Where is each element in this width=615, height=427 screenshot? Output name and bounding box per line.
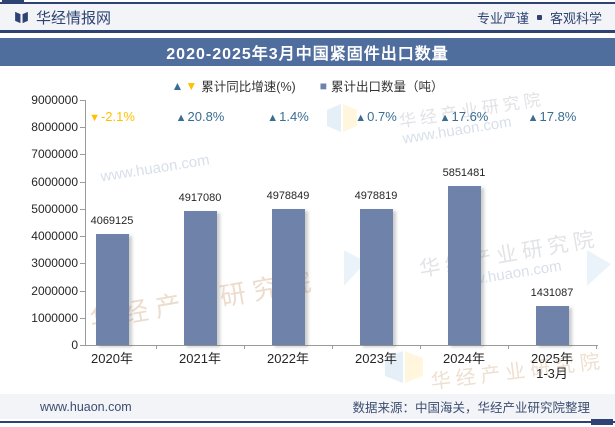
footer: www.huaon.com 数据来源：中国海关，华经产业研究院整理	[0, 394, 615, 419]
y-axis-tick	[80, 236, 85, 238]
x-axis-label: 2023年	[355, 351, 397, 366]
header-divider	[0, 30, 615, 33]
y-axis-label: 8000000	[31, 120, 78, 135]
growth-value: 1.4%	[279, 109, 309, 124]
y-axis-tick	[80, 290, 85, 292]
bottom-border-line	[0, 421, 615, 423]
y-axis-label: 7000000	[31, 147, 78, 162]
slogan-dot-icon	[536, 14, 542, 20]
top-border-line	[0, 2, 615, 4]
down-triangle-icon: ▼	[89, 112, 100, 124]
x-axis-tick	[508, 345, 509, 349]
brand: 华经情报网	[13, 7, 111, 28]
y-axis-tick	[80, 154, 85, 156]
y-axis-tick	[80, 345, 85, 346]
brand-name: 华经情报网	[36, 9, 112, 27]
x-axis-label: 2021年	[179, 351, 221, 366]
header-slogan: 专业严谨 客观科学	[477, 8, 602, 27]
slogan-left: 专业严谨	[476, 10, 529, 26]
bar-value-label: 4069125	[90, 215, 134, 228]
legend-item-growth: ▲ ▼ 累计同比增速(%)	[172, 76, 296, 95]
x-axis-label: 2024年	[443, 351, 485, 366]
bar-value-label: 5851481	[442, 166, 486, 179]
y-axis-tick	[80, 100, 85, 101]
x-axis-tick	[420, 345, 421, 349]
growth-value: -2.1%	[100, 109, 135, 124]
y-axis-label: 6000000	[31, 174, 78, 189]
x-axis-tick	[332, 345, 333, 349]
growth-value: 17.8%	[539, 109, 577, 124]
growth-value: 20.8%	[187, 109, 225, 124]
up-triangle-icon: ▲	[175, 112, 187, 124]
y-axis-label: 9000000	[31, 93, 78, 107]
y-axis-label: 2000000	[31, 283, 78, 298]
x-axis-tick	[596, 345, 597, 349]
x-axis-label: 2025年 1-3月	[531, 351, 573, 381]
header: 华经情报网 专业严谨 客观科学	[0, 4, 615, 30]
footer-website: www.huaon.com	[40, 399, 132, 414]
legend-item-volume: ■ 累计出口数量（吨）	[320, 76, 444, 95]
bar-value-label: 4917080	[178, 192, 222, 205]
y-axis-label: 1000000	[31, 310, 78, 325]
up-triangle-icon: ▲	[439, 112, 451, 124]
bar	[95, 234, 129, 345]
legend-down-triangle-icon: ▼	[185, 78, 198, 93]
x-axis-line	[85, 345, 598, 346]
bar	[359, 209, 393, 345]
growth-annotation: ▼-2.1%	[67, 109, 157, 124]
x-axis-tick	[156, 345, 157, 349]
bar	[183, 211, 217, 345]
y-axis-tick	[80, 317, 85, 319]
chart-title: 2020-2025年3月中国紧固件出口数量	[0, 38, 615, 66]
legend-up-triangle-icon: ▲	[171, 78, 184, 93]
growth-value: 17.6%	[451, 109, 489, 124]
y-axis-tick	[80, 263, 85, 265]
x-axis-label: 2022年	[267, 351, 309, 366]
growth-annotation: ▲20.8%	[155, 109, 245, 124]
y-axis-label: 0	[71, 338, 78, 352]
bar-value-label: 4978849	[266, 190, 310, 203]
growth-value: 0.7%	[367, 109, 397, 124]
legend-square-icon: ■	[319, 78, 327, 93]
legend-volume-label: 累计出口数量（吨）	[330, 80, 444, 94]
growth-annotation: ▲1.4%	[243, 109, 333, 124]
bar	[447, 185, 481, 345]
y-axis-label: 5000000	[31, 201, 78, 216]
footer-source: 数据来源：中国海关，华经产业研究院整理	[352, 401, 590, 415]
up-triangle-icon: ▲	[267, 112, 279, 124]
chart-legend: ▲ ▼ 累计同比增速(%) ■ 累计出口数量（吨）	[0, 76, 615, 95]
legend-growth-label: 累计同比增速(%)	[201, 80, 296, 94]
x-axis-tick	[244, 345, 245, 349]
y-axis-line	[85, 100, 86, 345]
y-axis-tick	[80, 208, 85, 210]
bar	[535, 306, 569, 345]
y-axis-tick	[80, 181, 85, 183]
up-triangle-icon: ▲	[355, 112, 367, 124]
bottom-border-cap	[591, 419, 613, 425]
growth-annotation: ▲17.8%	[507, 109, 597, 124]
y-axis-label: 4000000	[31, 229, 78, 244]
growth-annotation: ▲17.6%	[419, 109, 509, 124]
y-axis-tick	[80, 127, 85, 129]
bar-value-label: 1431087	[530, 287, 574, 300]
bar	[271, 209, 305, 345]
bar-value-label: 4978819	[354, 190, 398, 203]
up-triangle-icon: ▲	[527, 112, 539, 124]
slogan-right: 客观科学	[549, 10, 602, 26]
growth-annotation: ▲0.7%	[331, 109, 421, 124]
x-axis-label: 2020年	[91, 351, 133, 366]
brand-logo-icon	[13, 9, 30, 26]
y-axis-label: 3000000	[31, 256, 78, 271]
